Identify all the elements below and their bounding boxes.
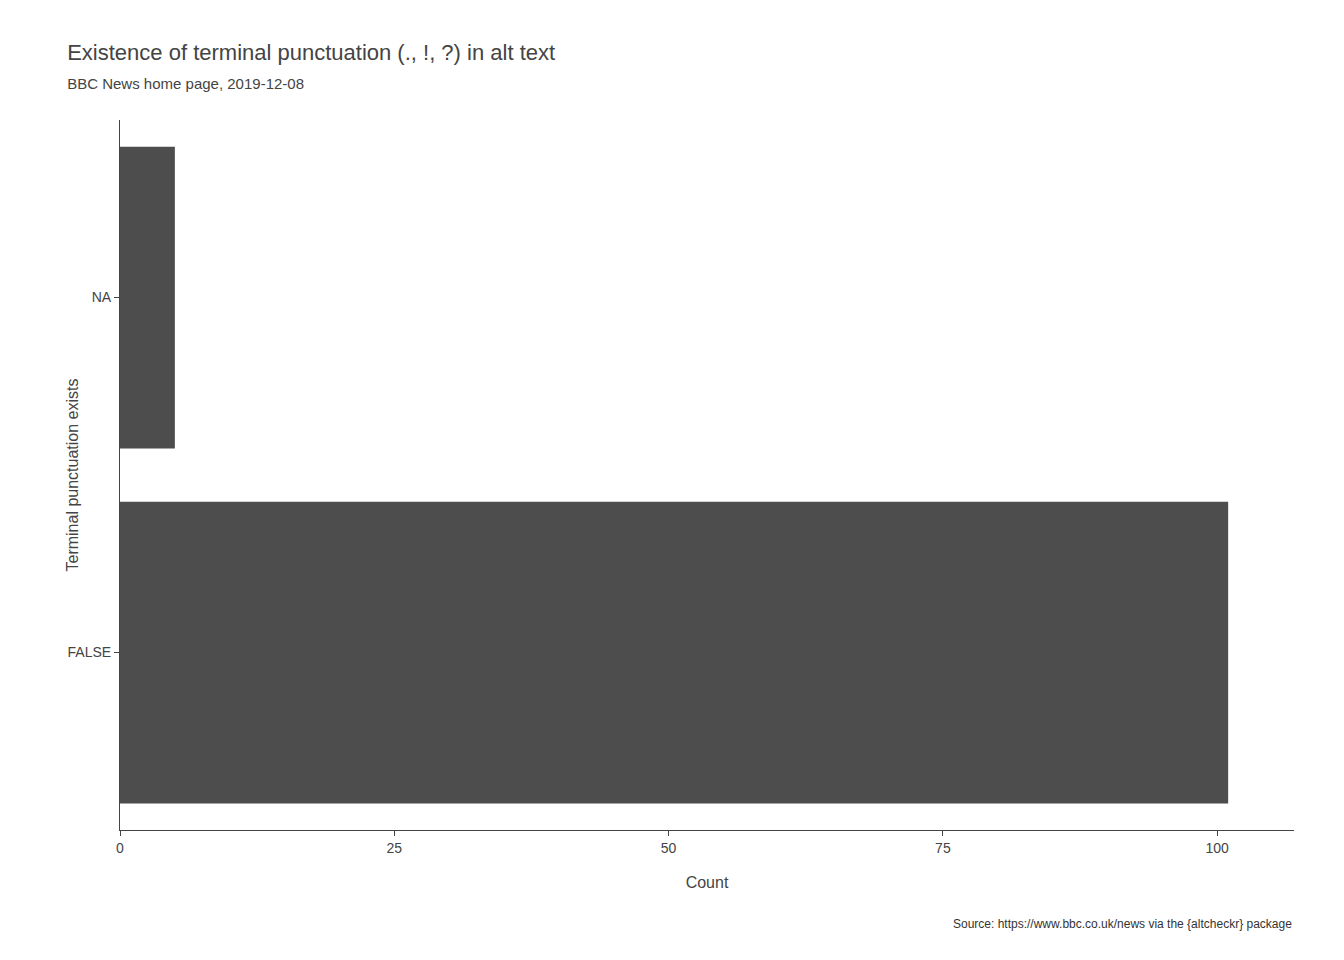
- svg-text:FALSE: FALSE: [68, 644, 112, 660]
- svg-text:NA: NA: [92, 289, 112, 305]
- svg-text:Existence of terminal punctuat: Existence of terminal punctuation (., !,…: [67, 40, 555, 65]
- svg-text:0: 0: [116, 840, 124, 856]
- svg-text:75: 75: [935, 840, 951, 856]
- svg-text:Source: https://www.bbc.co.uk/: Source: https://www.bbc.co.uk/news via t…: [953, 917, 1292, 931]
- svg-text:25: 25: [387, 840, 403, 856]
- svg-text:Count: Count: [686, 874, 729, 891]
- svg-text:50: 50: [661, 840, 677, 856]
- svg-text:Terminal punctuation exists: Terminal punctuation exists: [64, 379, 81, 572]
- svg-text:BBC News home page, 2019-12-08: BBC News home page, 2019-12-08: [67, 75, 304, 92]
- svg-text:100: 100: [1206, 840, 1230, 856]
